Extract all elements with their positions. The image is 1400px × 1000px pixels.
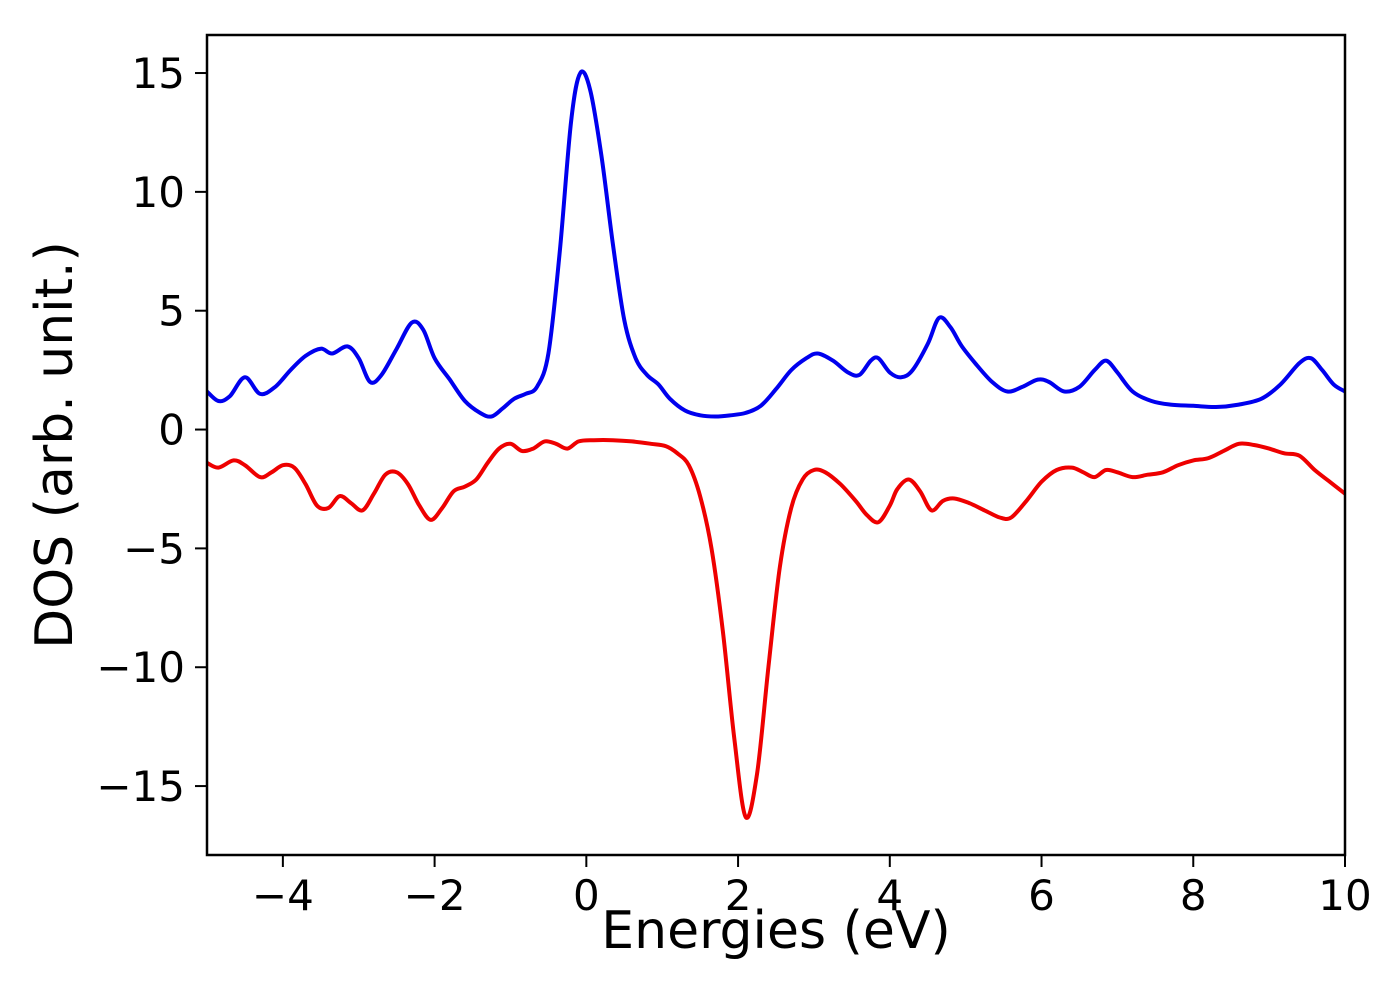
x-axis-label: Energies (eV) bbox=[601, 901, 951, 961]
x-tick-label: 6 bbox=[1028, 871, 1055, 920]
x-tick-label: 10 bbox=[1318, 871, 1371, 920]
x-tick-label: 0 bbox=[573, 871, 600, 920]
x-tick-label: −2 bbox=[404, 871, 466, 920]
x-tick-label: 8 bbox=[1180, 871, 1207, 920]
y-tick-label: −5 bbox=[123, 524, 185, 573]
red-curve-spin-down-dos bbox=[207, 438, 1345, 820]
y-tick-label: 0 bbox=[158, 406, 185, 455]
y-tick-label: −10 bbox=[96, 643, 185, 692]
y-tick-label: 10 bbox=[132, 168, 185, 217]
plot-frame bbox=[205, 33, 1347, 857]
x-tick-label: −4 bbox=[252, 871, 314, 920]
y-tick-label: −15 bbox=[96, 762, 185, 811]
y-tick-label: 15 bbox=[132, 49, 185, 98]
y-tick-label: 5 bbox=[158, 287, 185, 336]
x-tick-label: 2 bbox=[725, 871, 752, 920]
x-tick-label: 4 bbox=[876, 871, 903, 920]
blue-curve-spin-up-dos bbox=[207, 69, 1345, 419]
y-axis-label: DOS (arb. unit.) bbox=[25, 241, 85, 649]
